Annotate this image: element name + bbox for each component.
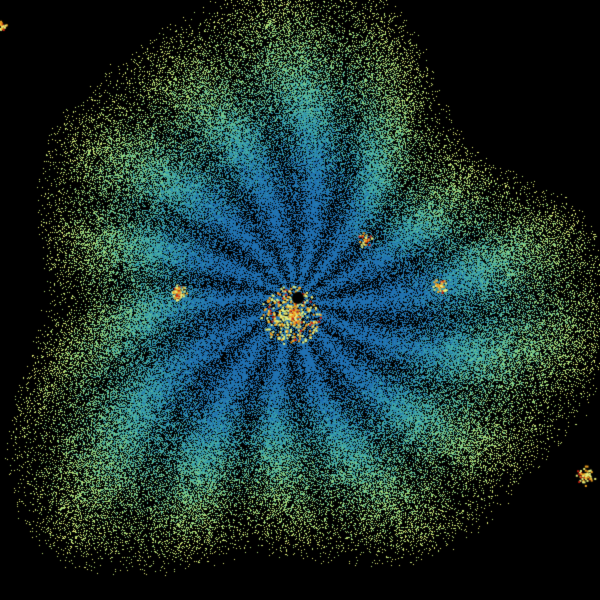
radar-scan-image: [0, 0, 600, 600]
